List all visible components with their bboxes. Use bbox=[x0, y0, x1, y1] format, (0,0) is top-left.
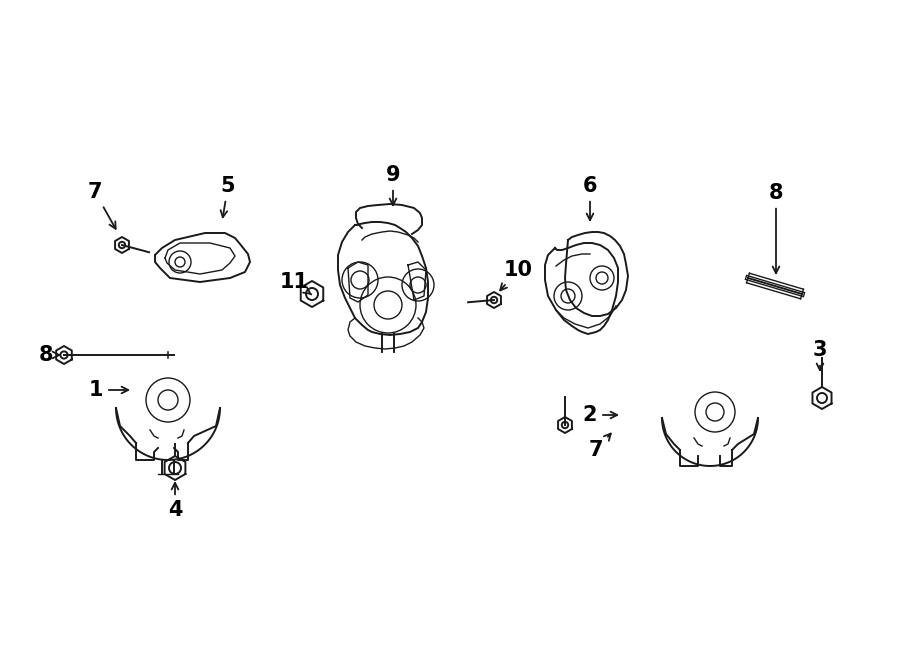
Text: 8: 8 bbox=[769, 183, 783, 273]
Text: 4: 4 bbox=[167, 483, 183, 520]
Text: 7: 7 bbox=[589, 434, 611, 460]
Text: 11: 11 bbox=[280, 272, 311, 295]
Text: 10: 10 bbox=[500, 260, 533, 291]
Text: 8: 8 bbox=[39, 345, 59, 365]
Text: 5: 5 bbox=[220, 176, 235, 217]
Text: 7: 7 bbox=[88, 182, 116, 229]
Text: 1: 1 bbox=[89, 380, 128, 400]
Text: 3: 3 bbox=[813, 340, 827, 370]
Text: 2: 2 bbox=[583, 405, 617, 425]
Text: 9: 9 bbox=[386, 165, 400, 205]
Text: 6: 6 bbox=[583, 176, 598, 220]
